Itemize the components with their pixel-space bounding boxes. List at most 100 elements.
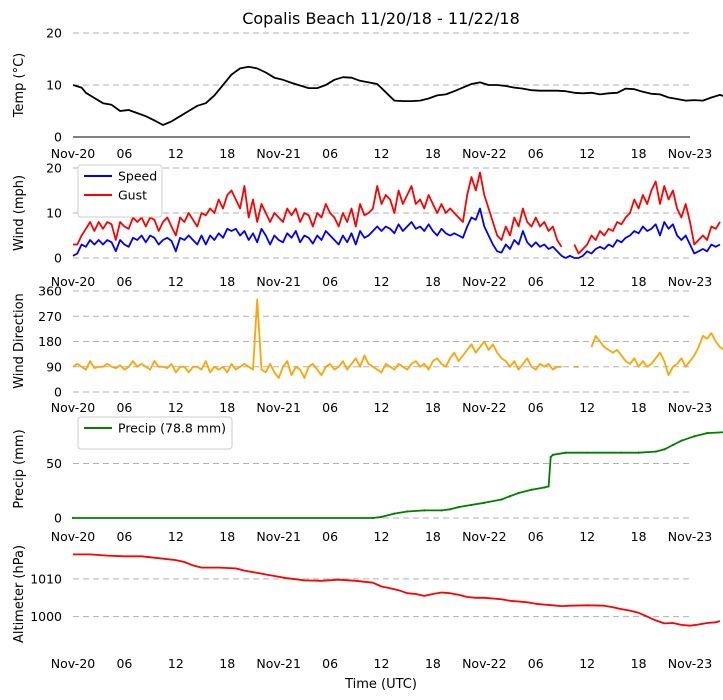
x-tick-label: Nov-22 <box>462 656 506 671</box>
precip-point <box>654 450 657 453</box>
y-axis-label: Precip (mm) <box>12 429 27 508</box>
x-tick-label: 18 <box>219 400 235 415</box>
x-tick-label: 12 <box>579 400 595 415</box>
precip-point <box>517 491 520 495</box>
y-axis-label: Wind Direction <box>12 293 27 389</box>
x-tick-label: Nov-22 <box>462 529 506 544</box>
precip-point <box>440 509 443 512</box>
precip-point <box>637 451 640 454</box>
y-tick-label: 20 <box>46 161 62 176</box>
x-tick-label: Nov-23 <box>668 400 712 415</box>
x-tick-label: Nov-23 <box>668 529 712 544</box>
precip-point <box>549 455 552 459</box>
panel-1: 0 10 20 Nov-20 06 12 18 Nov-21 06 12 18 Nov-22 06 12 1… <box>12 26 723 161</box>
precip-point <box>423 509 426 512</box>
y-tick-label: 0 <box>54 511 62 526</box>
y-tick-label: 360 <box>38 284 62 299</box>
x-tick-label: 12 <box>374 529 390 544</box>
precip-point <box>543 486 546 489</box>
x-tick-label: 12 <box>579 656 595 671</box>
precip-point <box>371 516 375 520</box>
x-tick-label: 18 <box>219 656 235 671</box>
x-tick-label: 06 <box>528 146 544 161</box>
x-tick-label: Nov-21 <box>256 529 300 544</box>
x-axis-label: Time (UTC) <box>344 677 417 692</box>
series-gust <box>573 180 721 255</box>
x-tick-label: Nov-23 <box>668 146 712 161</box>
panel-3: 0 90 180 270 360 Nov-20 06 12 18 Nov-21 06 12 18 Nov-… <box>12 284 723 415</box>
x-tick-label: Nov-21 <box>256 656 300 671</box>
x-tick-label: 06 <box>322 274 338 289</box>
x-tick-label: 18 <box>425 529 441 544</box>
x-tick-label: 06 <box>528 656 544 671</box>
x-tick-label: 18 <box>219 146 235 161</box>
precip-point <box>671 443 674 447</box>
x-tick-label: 12 <box>579 146 595 161</box>
y-tick-label: 180 <box>38 334 62 349</box>
y-axis-label: Wind (mph) <box>12 175 27 251</box>
legend-box <box>77 416 233 450</box>
x-tick-label: 12 <box>374 146 390 161</box>
x-tick-label: Nov-20 <box>51 656 96 671</box>
precip-point <box>380 515 383 519</box>
x-tick-label: Nov-21 <box>256 274 300 289</box>
series-precip <box>73 431 723 519</box>
precip-point <box>448 508 452 511</box>
precip-point <box>551 453 554 456</box>
y-tick-label: 270 <box>38 309 62 324</box>
precip-point <box>470 503 473 507</box>
series-gust <box>73 171 563 248</box>
y-tick-label: 90 <box>46 359 62 374</box>
x-tick-label: Nov-22 <box>462 146 506 161</box>
x-tick-label: 18 <box>631 529 647 544</box>
x-tick-label: 18 <box>219 274 235 289</box>
legend-label-gust: Gust <box>118 188 147 203</box>
x-tick-label: 12 <box>168 400 184 415</box>
series-direction <box>590 332 723 377</box>
x-tick-label: 12 <box>579 274 595 289</box>
x-tick-label: 06 <box>322 656 338 671</box>
x-tick-label: 18 <box>425 146 441 161</box>
x-tick-label: 18 <box>425 400 441 415</box>
series-direction <box>72 298 562 379</box>
x-tick-label: 06 <box>528 529 544 544</box>
x-tick-label: 06 <box>116 529 132 544</box>
x-tick-label: 06 <box>322 529 338 544</box>
y-tick-label: 0 <box>54 130 62 145</box>
precip-point <box>406 510 409 513</box>
x-tick-label: 18 <box>631 656 647 671</box>
x-tick-label: 18 <box>425 656 441 671</box>
x-tick-label: Nov-23 <box>668 274 712 289</box>
chart-title: Copalis Beach 11/20/18 - 11/22/18 <box>242 9 520 28</box>
x-tick-label: 12 <box>579 529 595 544</box>
legend-label-speed: Speed <box>118 169 157 184</box>
precip-point <box>663 448 666 451</box>
x-tick-label: 06 <box>116 274 132 289</box>
x-tick-label: 12 <box>168 656 184 671</box>
x-tick-label: Nov-21 <box>256 146 300 161</box>
x-tick-label: Nov-20 <box>51 400 96 415</box>
x-tick-label: 06 <box>116 146 132 161</box>
panel-2: 0 10 20 Nov-20 06 12 18 Nov-21 06 12 18 Nov-22 06 12 1… <box>12 161 721 289</box>
series-altimeter <box>73 553 721 627</box>
y-tick-label: 10 <box>46 206 62 221</box>
x-tick-label: 12 <box>374 274 390 289</box>
y-tick-label: 1010 <box>30 571 62 586</box>
panel-5: 1000 1010 Nov-20 06 12 18 Nov-21 06 12 18 Nov-22 06… <box>12 545 721 671</box>
y-tick-label: 50 <box>46 456 62 471</box>
y-axis-label: Altimeter (hPa) <box>12 545 27 643</box>
x-tick-label: Nov-20 <box>51 274 96 289</box>
x-tick-label: 12 <box>374 656 390 671</box>
series-temp <box>72 65 723 126</box>
precip-point <box>530 488 533 491</box>
x-tick-label: Nov-20 <box>51 146 96 161</box>
precip-point <box>508 495 512 498</box>
y-axis-label: Temp (°C) <box>12 53 27 119</box>
x-tick-label: 06 <box>116 400 132 415</box>
legend: Speed Gust <box>77 164 163 218</box>
x-tick-label: 06 <box>528 274 544 289</box>
legend-label-precip: Precip (78.8 mm) <box>118 421 226 436</box>
y-tick-label: 20 <box>46 26 62 41</box>
